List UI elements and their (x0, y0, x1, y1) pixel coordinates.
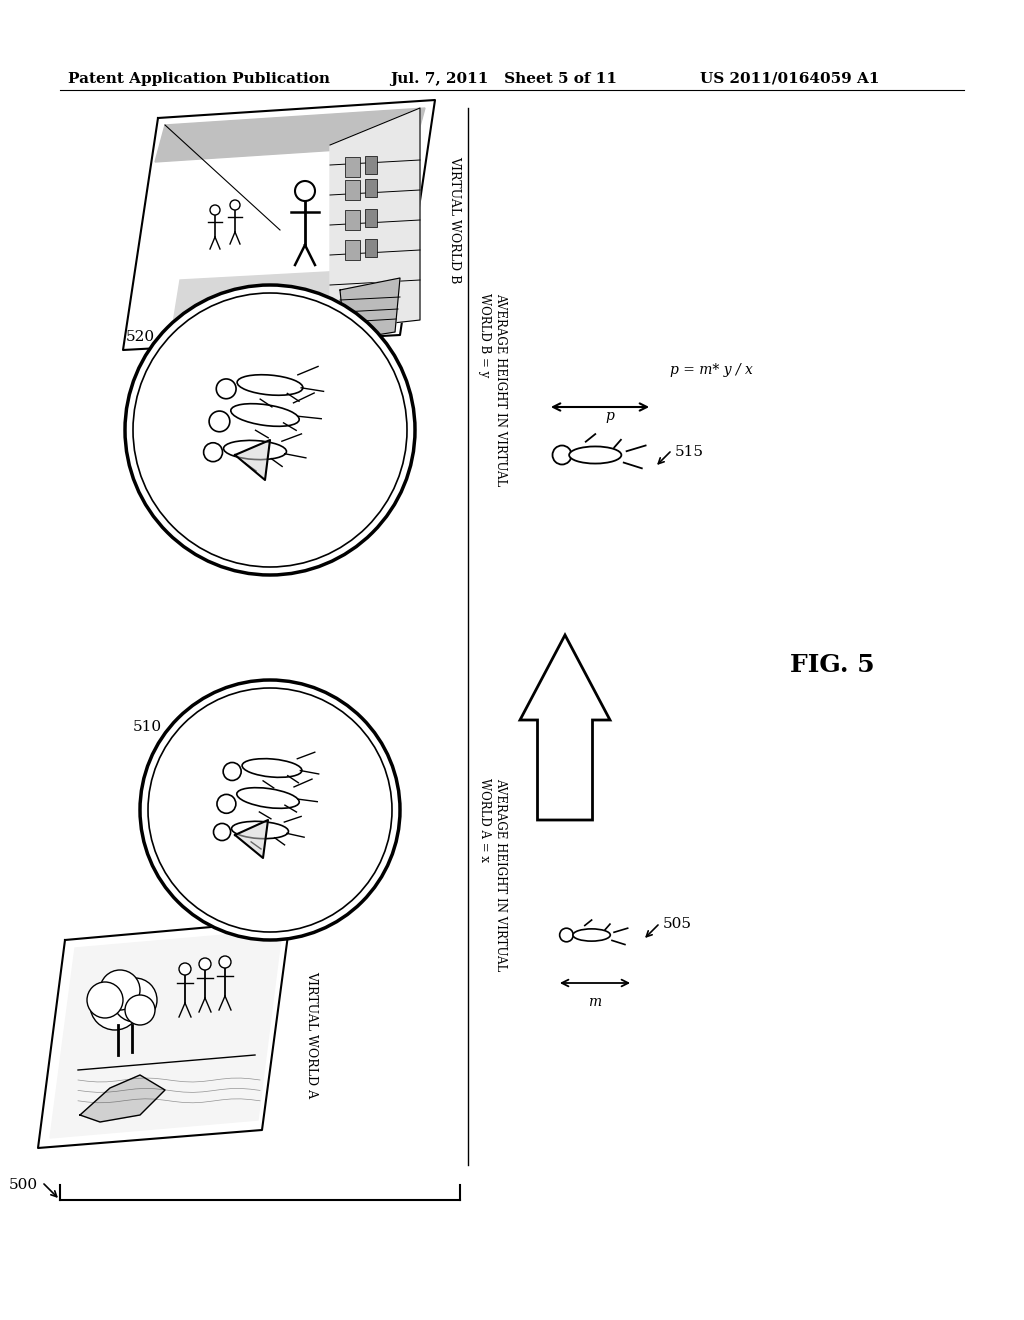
Text: 510: 510 (133, 719, 162, 734)
Bar (365, 239, 377, 257)
Text: 500: 500 (9, 1177, 38, 1192)
Bar (345, 210, 360, 230)
Text: Jul. 7, 2011   Sheet 5 of 11: Jul. 7, 2011 Sheet 5 of 11 (390, 73, 617, 86)
Circle shape (223, 763, 242, 780)
Circle shape (199, 958, 211, 970)
Polygon shape (234, 440, 270, 480)
Text: Patent Application Publication: Patent Application Publication (68, 73, 330, 86)
Ellipse shape (231, 821, 289, 838)
Bar (365, 209, 377, 227)
Text: VIRTUAL WORLD B: VIRTUAL WORLD B (449, 156, 461, 284)
Circle shape (140, 680, 400, 940)
Polygon shape (80, 1074, 165, 1122)
Bar (345, 157, 360, 177)
Polygon shape (330, 108, 420, 330)
Text: 505: 505 (663, 917, 692, 931)
Polygon shape (155, 108, 425, 162)
Circle shape (100, 970, 140, 1010)
Circle shape (553, 446, 571, 465)
Circle shape (179, 964, 191, 975)
Polygon shape (340, 279, 400, 341)
Circle shape (125, 285, 415, 576)
Text: m: m (589, 995, 601, 1008)
Bar (365, 180, 377, 197)
Text: 515: 515 (675, 445, 705, 459)
Text: 520: 520 (126, 330, 155, 345)
Ellipse shape (569, 446, 622, 463)
Ellipse shape (238, 375, 303, 395)
Polygon shape (170, 268, 400, 342)
Text: AVERAGE HEIGHT IN VIRTUAL
WORLD B = y: AVERAGE HEIGHT IN VIRTUAL WORLD B = y (478, 293, 507, 487)
Text: p = m* y / x: p = m* y / x (670, 363, 753, 378)
Ellipse shape (572, 929, 610, 941)
Circle shape (209, 411, 229, 432)
Polygon shape (123, 100, 435, 350)
Circle shape (87, 982, 123, 1018)
Circle shape (295, 181, 315, 201)
Circle shape (217, 795, 236, 813)
Text: VIRTUAL WORLD A: VIRTUAL WORLD A (305, 972, 318, 1098)
Ellipse shape (242, 759, 302, 777)
Bar (345, 240, 360, 260)
Circle shape (204, 442, 222, 462)
Circle shape (219, 956, 231, 968)
Text: AVERAGE HEIGHT IN VIRTUAL
WORLD A = x: AVERAGE HEIGHT IN VIRTUAL WORLD A = x (478, 779, 507, 972)
Polygon shape (520, 635, 610, 820)
Circle shape (210, 205, 220, 215)
Ellipse shape (237, 788, 299, 808)
Circle shape (213, 824, 230, 841)
Ellipse shape (223, 441, 287, 459)
Circle shape (216, 379, 237, 399)
Text: FIG. 5: FIG. 5 (790, 653, 874, 677)
Circle shape (90, 979, 140, 1030)
Polygon shape (234, 820, 268, 858)
Ellipse shape (230, 404, 299, 426)
Polygon shape (38, 920, 290, 1148)
Bar (365, 156, 377, 174)
Text: US 2011/0164059 A1: US 2011/0164059 A1 (700, 73, 880, 86)
Bar (345, 180, 360, 201)
Text: p: p (605, 409, 614, 422)
Circle shape (560, 928, 573, 941)
Circle shape (125, 995, 155, 1026)
Polygon shape (50, 931, 282, 1138)
Circle shape (113, 978, 157, 1022)
Circle shape (230, 201, 240, 210)
